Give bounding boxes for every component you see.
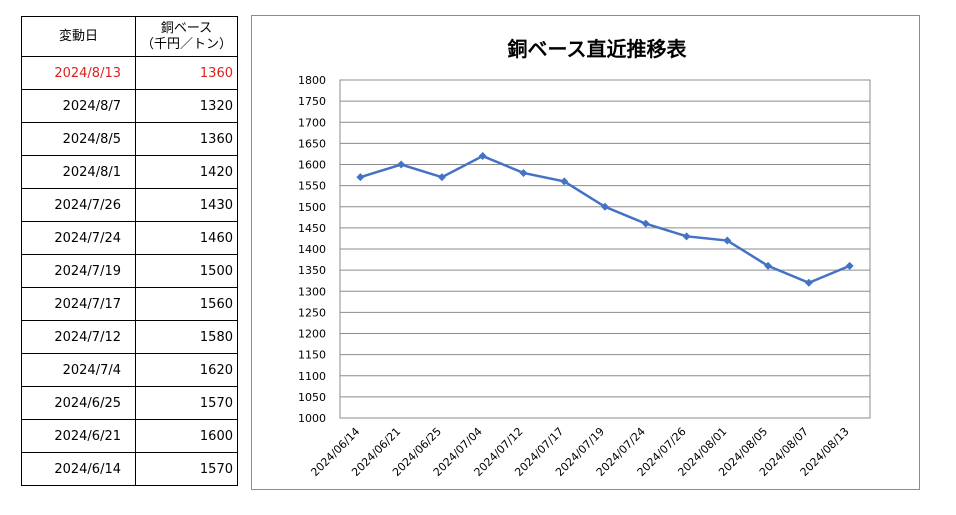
row-date: 2024/7/24	[21, 221, 136, 255]
table-row: 2024/8/13 1360	[21, 56, 238, 90]
row-price: 1360	[135, 122, 238, 156]
row-price: 1600	[135, 419, 238, 453]
row-date: 2024/6/25	[21, 386, 136, 420]
y-tick-label: 1500	[298, 201, 326, 214]
table-row: 2024/7/17 1560	[21, 287, 238, 321]
copper-price-table: 変動日 銅ベース （千円／トン） 2024/8/13 1360 2024/8/7 13…	[21, 16, 238, 486]
table-row: 2024/7/19 1500	[21, 254, 238, 288]
table-row: 2024/6/14 1570	[21, 452, 238, 486]
row-price: 1430	[135, 188, 238, 222]
data-point	[437, 173, 446, 182]
row-date: 2024/8/13	[21, 56, 136, 90]
y-tick-labels: 1000 1050 1100 1150 1200 1250 1300 1350 1400 1450…	[298, 74, 326, 425]
row-price: 1500	[135, 254, 238, 288]
table-row: 2024/7/4 1620	[21, 353, 238, 387]
table-row: 2024/7/26 1430	[21, 188, 238, 222]
y-tick-label: 1750	[298, 95, 326, 108]
table-row: 2024/7/24 1460	[21, 221, 238, 255]
y-tick-label: 1150	[298, 349, 326, 362]
table-row: 2024/8/5 1360	[21, 122, 238, 156]
row-price: 1420	[135, 155, 238, 189]
row-price: 1620	[135, 353, 238, 387]
table-row: 2024/6/21 1600	[21, 419, 238, 453]
copper-line-chart: 銅ベース直近推移表 1000 1050 1100 1150 1200 1250 1300 13…	[298, 37, 871, 479]
table-row: 2024/7/12 1580	[21, 320, 238, 354]
row-price: 1560	[135, 287, 238, 321]
header-price: 銅ベース （千円／トン）	[135, 16, 238, 57]
y-tick-label: 1650	[298, 137, 326, 150]
gridlines	[339, 79, 871, 419]
row-date: 2024/6/14	[21, 452, 136, 486]
data-point	[682, 232, 691, 241]
series-line-path	[360, 154, 851, 285]
y-tick-label: 1200	[298, 328, 326, 341]
row-price: 1570	[135, 452, 238, 486]
row-date: 2024/8/5	[21, 122, 136, 156]
row-date: 2024/7/4	[21, 353, 136, 387]
header-price-line1: 銅ベース	[160, 20, 213, 36]
header-price-line2: （千円／トン）	[140, 36, 232, 52]
data-point	[601, 202, 609, 211]
row-date: 2024/7/17	[21, 287, 136, 321]
chart-title: 銅ベース直近推移表	[508, 37, 688, 61]
data-point	[519, 168, 528, 177]
x-tick-labels: 2024/06/142024/06/212024/06/252024/07/04…	[308, 425, 851, 479]
data-point	[478, 152, 487, 161]
y-tick-label: 1300	[298, 285, 326, 298]
row-date: 2024/7/26	[21, 188, 136, 222]
row-date: 2024/8/7	[21, 89, 136, 123]
data-point	[397, 160, 406, 169]
y-tick-label: 1050	[298, 391, 326, 404]
row-date: 2024/7/19	[21, 254, 136, 288]
plot-border	[339, 79, 871, 419]
data-point	[641, 219, 650, 228]
row-price: 1460	[135, 221, 238, 255]
data-point	[804, 278, 813, 287]
y-tick-label: 1450	[298, 222, 326, 235]
data-point	[723, 236, 732, 245]
y-tick-label: 1550	[298, 180, 326, 193]
row-price: 1580	[135, 320, 238, 354]
y-tick-label: 1700	[298, 116, 326, 129]
table-row: 2024/6/25 1570	[21, 386, 238, 420]
table-row: 2024/8/7 1320	[21, 89, 238, 123]
row-price: 1360	[135, 56, 238, 90]
row-price: 1570	[135, 386, 238, 420]
y-tick-label: 1000	[298, 412, 326, 425]
y-tick-label: 1250	[298, 306, 326, 319]
chart-area: 銅ベース直近推移表 1000 1050 1100 1150 1200 1250 1300 13…	[251, 15, 920, 490]
data-point	[764, 261, 773, 270]
row-price: 1320	[135, 89, 238, 123]
y-tick-label: 1350	[298, 264, 326, 277]
data-point	[845, 261, 854, 270]
y-tick-label: 1800	[298, 74, 326, 87]
table-header-row: 変動日 銅ベース （千円／トン）	[21, 16, 238, 57]
row-date: 2024/6/21	[21, 419, 136, 453]
data-point	[560, 177, 569, 186]
y-tick-label: 1100	[298, 370, 326, 383]
y-tick-label: 1600	[298, 159, 326, 172]
row-date: 2024/7/12	[21, 320, 136, 354]
header-date: 変動日	[21, 16, 136, 57]
y-tick-label: 1400	[298, 243, 326, 256]
series-line	[356, 152, 854, 287]
table-row: 2024/8/1 1420	[21, 155, 238, 189]
row-date: 2024/8/1	[21, 155, 136, 189]
data-point	[356, 173, 365, 182]
